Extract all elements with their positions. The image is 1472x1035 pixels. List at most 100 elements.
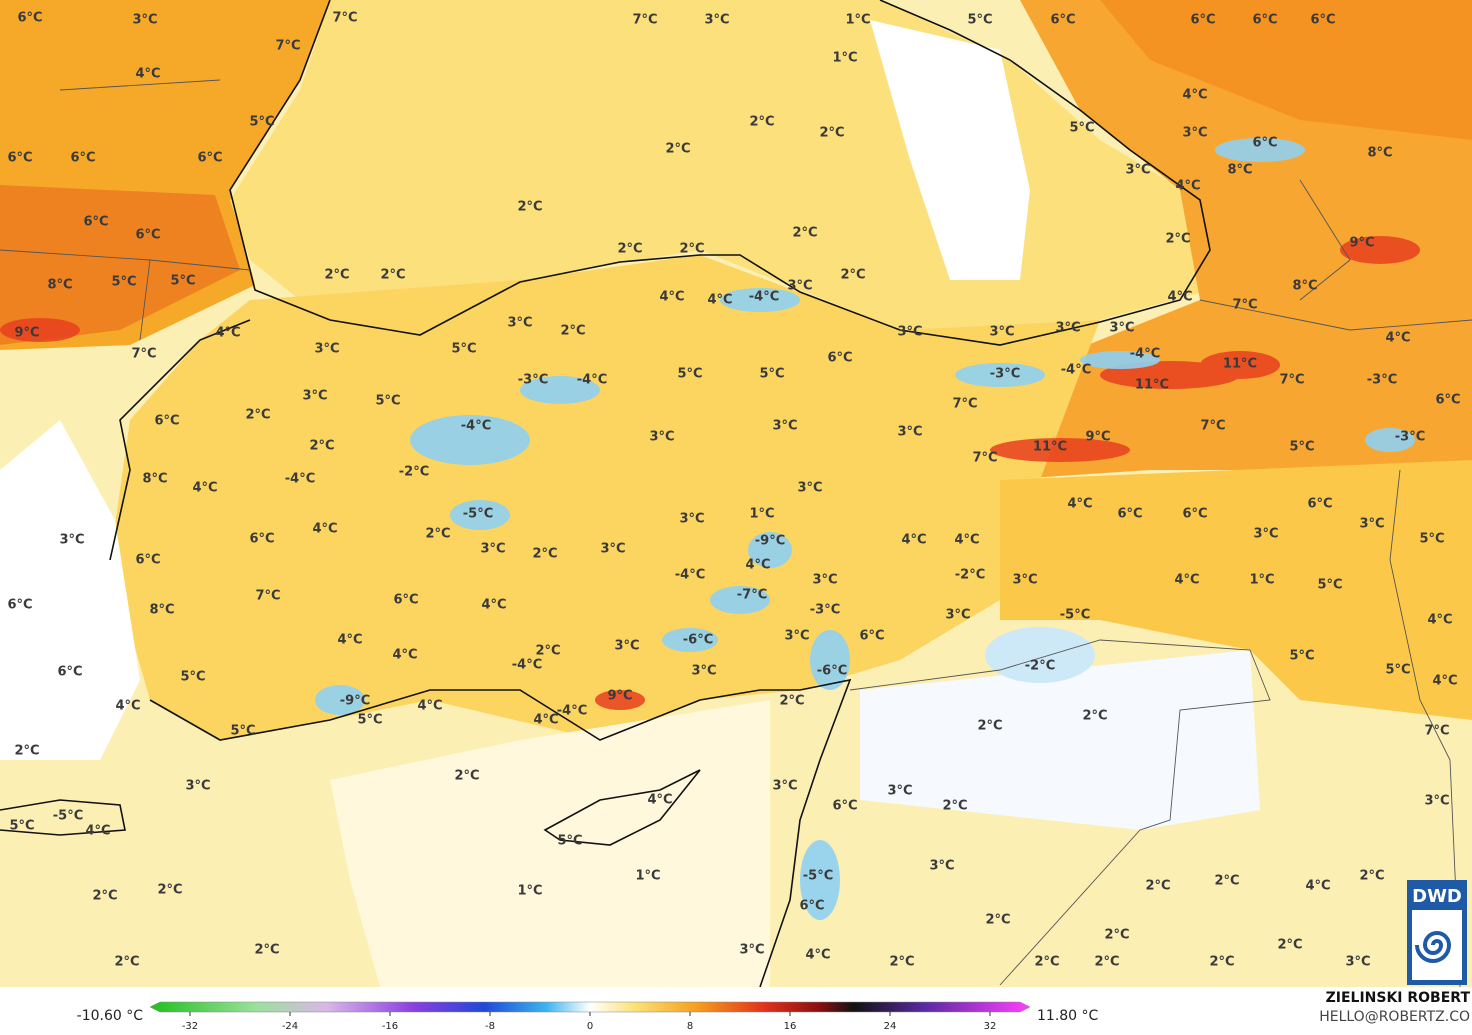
temperature-label: 2°C: [254, 943, 279, 958]
temperature-label: 2°C: [792, 226, 817, 241]
temperature-label: 2°C: [309, 439, 334, 454]
temperature-label: 6°C: [135, 228, 160, 243]
temperature-label: 6°C: [832, 799, 857, 814]
temperature-label: 2°C: [324, 268, 349, 283]
temperature-label: 6°C: [7, 598, 32, 613]
temperature-label: 11°C: [1033, 440, 1067, 455]
coastlines-borders: [0, 0, 1472, 988]
colorbar-tick-label: -32: [182, 1021, 198, 1032]
temperature-label: 5°C: [967, 13, 992, 28]
temperature-label: 6°C: [1190, 13, 1215, 28]
temperature-label: 7°C: [1200, 419, 1225, 434]
temperature-label: 5°C: [170, 274, 195, 289]
temperature-label: -4°C: [461, 419, 491, 434]
temperature-label: -2°C: [1025, 659, 1055, 674]
temperature-label: 2°C: [749, 115, 774, 130]
temperature-label: -2°C: [955, 568, 985, 583]
temperature-label: 9°C: [607, 689, 632, 704]
temperature-label: 4°C: [337, 633, 362, 648]
temperature-label: -4°C: [285, 472, 315, 487]
temperature-label: 5°C: [759, 367, 784, 382]
temperature-label: 1°C: [517, 884, 542, 899]
temperature-label: 3°C: [600, 542, 625, 557]
temperature-label: 6°C: [83, 215, 108, 230]
temperature-label: -4°C: [557, 704, 587, 719]
temperature-label: 9°C: [14, 326, 39, 341]
temperature-label: 3°C: [649, 430, 674, 445]
temperature-label: 2°C: [779, 694, 804, 709]
temperature-label: 6°C: [57, 665, 82, 680]
temperature-label: 5°C: [1419, 532, 1444, 547]
colorbar-tick-label: -8: [485, 1021, 495, 1032]
temperature-label: 3°C: [1012, 573, 1037, 588]
temperature-label: 4°C: [1427, 613, 1452, 628]
temperature-label: 7°C: [332, 11, 357, 26]
temperature-label: 4°C: [647, 793, 672, 808]
temperature-label: 5°C: [111, 275, 136, 290]
temperature-label: 3°C: [787, 279, 812, 294]
temperature-label: 2°C: [985, 913, 1010, 928]
temperature-label: 4°C: [1305, 879, 1330, 894]
temperature-label: -3°C: [990, 367, 1020, 382]
temperature-label: -3°C: [1367, 373, 1397, 388]
temperature-label: -4°C: [749, 290, 779, 305]
temperature-label: 3°C: [59, 533, 84, 548]
temperature-label: -3°C: [810, 603, 840, 618]
temperature-label: 2°C: [560, 324, 585, 339]
temperature-label: 6°C: [17, 11, 42, 26]
temperature-label: -5°C: [1060, 608, 1090, 623]
temperature-label: 4°C: [481, 598, 506, 613]
temperature-label: 6°C: [1252, 13, 1277, 28]
temperature-label: 6°C: [1252, 136, 1277, 151]
temperature-label: 3°C: [691, 664, 716, 679]
temperature-label: 3°C: [1182, 126, 1207, 141]
temperature-label: 2°C: [819, 126, 844, 141]
temperature-label: 2°C: [157, 883, 182, 898]
temperature-label: 4°C: [85, 824, 110, 839]
temperature-label: 4°C: [215, 326, 240, 341]
contact-credit: HELLO@ROBERTZ.CO: [1319, 1009, 1470, 1025]
temperature-labels: 6°C 3°C 7°C 7°C 3°C 1°C 5°C 6°C 6°C 6°C 6°C 7°C 4°C 1…: [7, 11, 1460, 970]
temperature-label: 3°C: [1125, 163, 1150, 178]
temperature-label: 5°C: [1289, 440, 1314, 455]
temperature-label: 6°C: [827, 351, 852, 366]
colorbar-tick-label: 32: [984, 1021, 997, 1032]
temperature-label: 2°C: [532, 547, 557, 562]
temperature-label: 2°C: [114, 955, 139, 970]
colorbar-tick-label: 0: [587, 1021, 593, 1032]
temperature-label: 2°C: [889, 955, 914, 970]
temperature-label: 3°C: [887, 784, 912, 799]
temperature-label: 2°C: [1165, 232, 1190, 247]
temperature-label: 6°C: [1182, 507, 1207, 522]
temperature-label: 4°C: [192, 481, 217, 496]
temperature-label: 3°C: [1253, 527, 1278, 542]
temperature-label: 2°C: [679, 242, 704, 257]
temperature-label: 4°C: [1182, 88, 1207, 103]
temperature-label: -5°C: [803, 869, 833, 884]
colorbar-min-label: -10.60 °C: [77, 1008, 144, 1024]
temperature-label: 3°C: [302, 389, 327, 404]
temperature-label: 2°C: [1094, 955, 1119, 970]
temperature-label: 5°C: [357, 713, 382, 728]
temperature-label: 3°C: [1109, 321, 1134, 336]
temperature-label: 7°C: [1424, 724, 1449, 739]
temperature-label: 5°C: [230, 724, 255, 739]
temperature-label: 7°C: [632, 13, 657, 28]
temperature-label: 5°C: [677, 367, 702, 382]
temperature-label: -4°C: [512, 658, 542, 673]
temperature-label: 3°C: [772, 419, 797, 434]
temperature-label: 4°C: [533, 713, 558, 728]
temperature-label: 6°C: [859, 629, 884, 644]
temperature-label: -9°C: [755, 534, 785, 549]
temperature-label: 5°C: [180, 670, 205, 685]
temperature-label: 4°C: [805, 948, 830, 963]
temperature-label: -9°C: [340, 694, 370, 709]
temperature-label: 2°C: [1277, 938, 1302, 953]
temperature-label: 2°C: [1359, 869, 1384, 884]
temperature-label: 3°C: [945, 608, 970, 623]
temperature-label: 6°C: [135, 553, 160, 568]
temperature-label: 2°C: [665, 142, 690, 157]
colorbar-tick-label: 16: [784, 1021, 797, 1032]
temperature-label: 3°C: [772, 779, 797, 794]
temperature-label: 3°C: [797, 481, 822, 496]
